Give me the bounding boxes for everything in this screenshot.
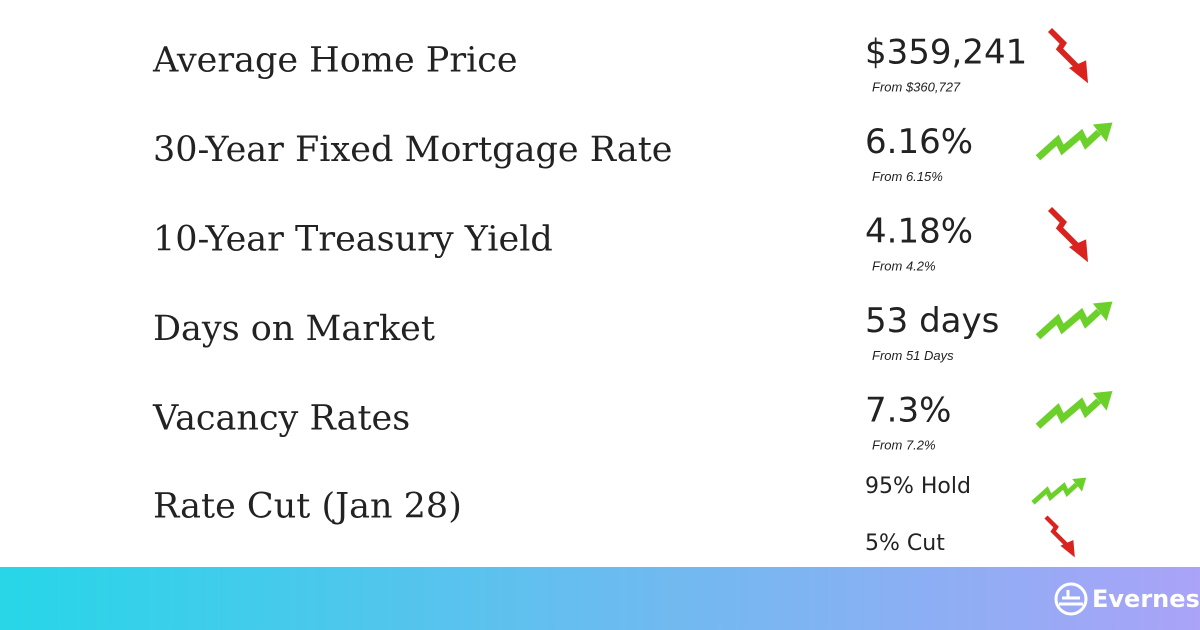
arrow-body (1035, 128, 1102, 161)
arrow-head (1069, 60, 1088, 84)
arrow-head (1060, 540, 1075, 558)
arrow-body (1035, 307, 1102, 340)
row-value: 53 days (865, 301, 999, 341)
arrow-head (1072, 477, 1087, 492)
rate-cut-item: 5% Cut (865, 531, 945, 556)
arrow-body (1047, 206, 1079, 248)
row-label: 30-Year Fixed Mortgage Rate (153, 130, 673, 170)
logo (1054, 582, 1088, 616)
arrow-head (1092, 122, 1113, 143)
arrow-body (1047, 27, 1079, 69)
trend-arrow-up (1035, 391, 1113, 429)
footer-band (0, 567, 1200, 630)
trend-arrow-down (1047, 206, 1088, 263)
arrow-body (1044, 515, 1068, 546)
row-label: Days on Market (153, 309, 435, 349)
row-label: Vacancy Rates (152, 399, 410, 439)
row-label: 10-Year Treasury Yield (153, 220, 553, 260)
trend-arrow-down (1044, 515, 1075, 558)
arrow-head (1092, 391, 1113, 411)
rate-cut-item: 95% Hold (865, 474, 971, 499)
arrow-head (1092, 301, 1113, 322)
row-value: 6.16% (865, 122, 973, 162)
trend-arrow-up (1035, 301, 1113, 340)
trend-arrow-down (1047, 27, 1088, 84)
arrow-head (1069, 239, 1088, 263)
trend-arrow-up (1035, 122, 1113, 161)
arrow-body (1035, 397, 1102, 429)
row-label: Rate Cut (Jan 28) (153, 487, 462, 527)
row-from: From $360,727 (872, 79, 961, 94)
row-from: From 4.2% (872, 258, 936, 273)
row-value: 7.3% (865, 391, 951, 431)
brand: Evernest (1092, 585, 1200, 613)
row-label: Average Home Price (152, 41, 518, 81)
row-from: From 6.15% (872, 169, 943, 184)
arrow-body (1031, 482, 1079, 505)
trend-arrow-up (1031, 477, 1087, 505)
row-value: 4.18% (865, 212, 973, 252)
row-from: From 7.2% (872, 437, 936, 452)
row-value: $359,241 (865, 33, 1027, 73)
row-from: From 51 Days (872, 348, 954, 363)
